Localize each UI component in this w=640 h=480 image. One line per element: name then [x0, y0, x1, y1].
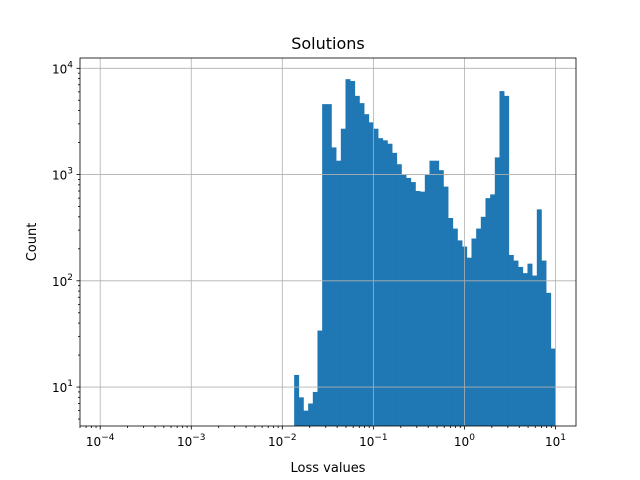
histogram-bar: [476, 228, 482, 426]
histogram-bar: [522, 273, 528, 426]
x-tick-label: 101: [545, 433, 566, 449]
histogram-bar: [527, 263, 533, 426]
histogram-bar: [308, 403, 314, 426]
histogram-bar: [350, 80, 356, 427]
histogram-bar: [406, 177, 412, 426]
histogram-bar: [420, 191, 426, 426]
histogram-bar: [345, 79, 351, 427]
histogram-bar: [373, 128, 379, 426]
y-tick-label: 103: [52, 167, 73, 183]
histogram-bar: [336, 160, 342, 426]
histogram-bar: [494, 157, 500, 426]
histogram-bar: [448, 218, 454, 426]
histogram-bar: [429, 160, 435, 426]
histogram-bar: [499, 91, 505, 427]
histogram-bar: [387, 143, 393, 427]
x-tick-label: 10−4: [86, 433, 115, 449]
x-tick-label: 10−1: [359, 433, 388, 449]
histogram-bar: [457, 240, 463, 426]
histogram-bar: [518, 266, 524, 426]
histogram-bar: [536, 209, 542, 426]
x-tick-label: 100: [454, 433, 475, 449]
histogram-bar: [382, 140, 388, 426]
histogram-bar: [326, 104, 332, 426]
histogram-bar: [513, 260, 519, 426]
y-tick-label: 101: [52, 379, 73, 395]
y-tick-label: 104: [52, 60, 73, 76]
histogram-bar: [392, 152, 398, 427]
plot-frame: [79, 57, 577, 427]
histogram-bar: [322, 104, 328, 426]
histogram-bar: [331, 147, 337, 426]
plot-area: 10−4 10−3 10−2 10−1 100 101 101 102 103 104: [52, 57, 577, 449]
chart-title: Solutions: [291, 34, 365, 53]
histogram-bar: [359, 103, 365, 426]
histogram-bar: [485, 198, 491, 426]
histogram-bar: [396, 164, 402, 426]
histogram-bar: [452, 228, 458, 426]
histogram-bar: [490, 194, 496, 426]
histogram-bar: [508, 254, 514, 426]
histogram-bar: [466, 257, 472, 426]
histogram-bar: [340, 128, 346, 426]
histogram-bar: [317, 330, 323, 426]
histogram-bar: [546, 292, 552, 426]
histogram-bar: [378, 138, 384, 427]
histogram-bar: [368, 122, 374, 426]
histogram-bar: [504, 95, 510, 426]
x-axis-label: Loss values: [291, 461, 366, 476]
histogram-bar: [401, 174, 407, 426]
histogram-bar: [424, 175, 430, 426]
histogram-bar: [443, 186, 449, 426]
histogram-bar: [434, 160, 440, 426]
x-tick-label: 10−2: [268, 433, 297, 449]
histogram-bar: [294, 374, 300, 426]
histogram-bar: [303, 410, 309, 426]
histogram-bar: [410, 182, 416, 426]
histogram-bar: [480, 216, 486, 426]
histogram-bar: [364, 114, 370, 427]
histogram-bar: [471, 238, 477, 426]
y-axis-label: Count: [25, 223, 40, 262]
histogram-bar: [415, 191, 421, 426]
histogram-bar: [298, 397, 304, 426]
histogram-bar: [532, 275, 538, 426]
y-tick-label: 102: [52, 273, 73, 289]
histogram-bar: [312, 391, 318, 426]
histogram-bar: [541, 260, 547, 426]
histogram-bar: [438, 170, 444, 426]
histogram-bar: [354, 95, 360, 426]
x-tick-label: 10−3: [177, 433, 206, 449]
